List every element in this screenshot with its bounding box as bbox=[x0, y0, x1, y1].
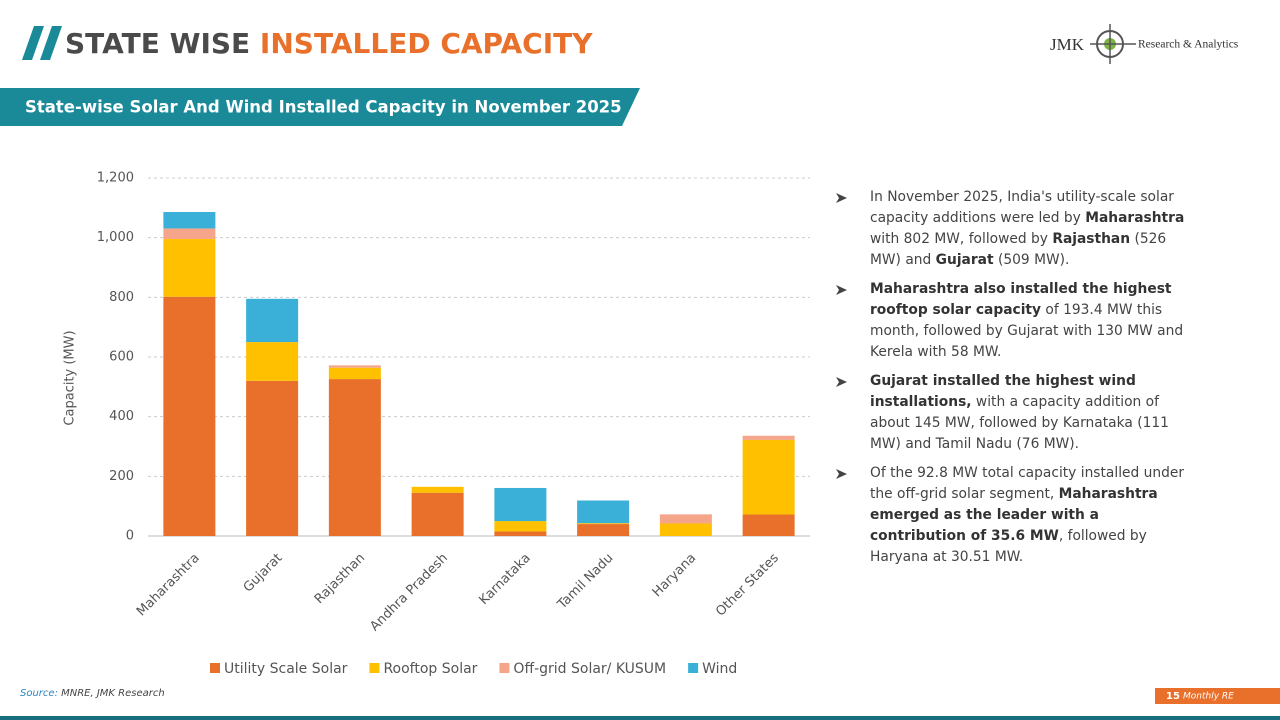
bar-segment bbox=[577, 500, 630, 524]
bullet-text: Gujarat bbox=[935, 252, 994, 268]
bullet-text: Maharashtra bbox=[1085, 210, 1185, 226]
y-tick-label: 1,200 bbox=[97, 171, 134, 186]
y-axis-label: Capacity (MW) bbox=[63, 330, 78, 425]
legend-swatch bbox=[369, 663, 380, 673]
bullet-arrow bbox=[836, 469, 847, 479]
legend-label: Off-grid Solar/ KUSUM bbox=[513, 661, 666, 677]
page-number: 15 bbox=[1166, 691, 1180, 702]
header-slash bbox=[40, 26, 62, 60]
bar-segment bbox=[577, 523, 630, 525]
x-tick-label: Karnataka bbox=[476, 551, 533, 608]
bullet-text: with a capacity addition of about 145 MW… bbox=[870, 394, 1169, 452]
bullet: Of the 92.8 MW total capacity installed … bbox=[836, 463, 1186, 568]
x-tick-label: Rajasthan bbox=[312, 551, 368, 607]
bullet-text: of 193.4 MW this month, followed by Guja… bbox=[870, 302, 1184, 360]
y-tick-label: 0 bbox=[126, 529, 134, 544]
bar-segment bbox=[328, 367, 381, 380]
bar-segment bbox=[742, 514, 795, 536]
bullet: Maharashtra also installed the highest r… bbox=[836, 279, 1186, 363]
bar-segment bbox=[659, 523, 712, 536]
source: Source: MNRE, JMK Research bbox=[20, 688, 165, 699]
bullet-arrow bbox=[836, 193, 847, 203]
logo-tagline: Research & Analytics bbox=[1138, 39, 1239, 51]
bullet: Gujarat installed the highest wind insta… bbox=[836, 371, 1186, 455]
bar-segment bbox=[163, 239, 216, 297]
page-tag bbox=[1155, 688, 1280, 704]
legend-swatch bbox=[499, 663, 510, 673]
bar-segment bbox=[411, 492, 464, 536]
bullet-list: In November 2025, India's utility-scale … bbox=[836, 187, 1186, 576]
logo-name: JMK bbox=[1050, 35, 1085, 54]
x-tick-label: Other States bbox=[713, 551, 782, 620]
bullet-arrow bbox=[836, 377, 847, 387]
bullet-text: with 802 MW, followed by bbox=[870, 231, 1053, 247]
y-tick-label: 400 bbox=[109, 409, 134, 424]
bar-segment bbox=[163, 296, 216, 536]
x-tick-label: Gujarat bbox=[241, 551, 286, 596]
bar-segment bbox=[328, 379, 381, 536]
bullet-text: Rajasthan bbox=[1052, 231, 1131, 247]
legend-label: Rooftop Solar bbox=[383, 661, 477, 677]
bullet-text: Of the 92.8 MW total capacity installed … bbox=[870, 465, 1185, 502]
footer-line bbox=[0, 716, 1280, 720]
bullet-text: (509 MW). bbox=[993, 252, 1070, 268]
y-tick-label: 200 bbox=[109, 469, 134, 484]
source-label: Source: bbox=[20, 688, 58, 699]
bar-segment bbox=[494, 521, 547, 532]
bullet-text: (526 MW) and bbox=[870, 231, 1167, 268]
y-tick-label: 600 bbox=[109, 350, 134, 365]
bullet-text: Maharashtra emerged as the leader with a… bbox=[870, 486, 1158, 544]
bar-segment bbox=[246, 298, 299, 343]
bar-segment bbox=[328, 365, 381, 368]
bar-segment bbox=[494, 531, 547, 536]
bullet-arrow bbox=[836, 285, 847, 295]
banner bbox=[0, 88, 640, 126]
y-tick-label: 1,000 bbox=[97, 230, 134, 245]
x-tick-label: Haryana bbox=[650, 551, 699, 600]
bullet-text: In November 2025, India's utility-scale … bbox=[870, 189, 1174, 226]
title-part: INSTALLED CAPACITY bbox=[260, 27, 593, 60]
bar-segment bbox=[742, 435, 795, 440]
bar-segment bbox=[411, 486, 464, 493]
banner-text: State-wise Solar And Wind Installed Capa… bbox=[25, 98, 622, 117]
y-tick-label: 800 bbox=[109, 290, 134, 305]
bar-segment bbox=[246, 380, 299, 536]
bar-segment bbox=[494, 487, 547, 522]
x-tick-label: Maharashtra bbox=[134, 551, 203, 620]
legend-label: Utility Scale Solar bbox=[224, 661, 348, 677]
bullet-text: , followed by Haryana at 30.51 MW. bbox=[870, 528, 1147, 565]
title-part: STATE WISE bbox=[65, 27, 250, 60]
bar-segment bbox=[246, 342, 299, 381]
bullet: In November 2025, India's utility-scale … bbox=[836, 187, 1186, 271]
bar-segment bbox=[742, 439, 795, 515]
bar-segment bbox=[163, 212, 216, 229]
legend-swatch bbox=[210, 663, 220, 673]
header-slash bbox=[22, 26, 44, 60]
publication: Monthly RE bbox=[1183, 692, 1234, 702]
bullet-text: Gujarat installed the highest wind insta… bbox=[870, 373, 1136, 410]
bar-segment bbox=[577, 524, 630, 536]
bar-segment bbox=[163, 228, 216, 240]
bullet-text: Maharashtra also installed the highest r… bbox=[870, 281, 1172, 318]
source-text: MNRE, JMK Research bbox=[61, 688, 165, 699]
x-tick-label: Tamil Nadu bbox=[554, 551, 616, 613]
legend-swatch bbox=[688, 663, 699, 673]
title: STATE WISE INSTALLED CAPACITY bbox=[65, 27, 593, 60]
x-tick-label: Andhra Pradesh bbox=[367, 551, 451, 635]
legend-label: Wind bbox=[702, 661, 737, 677]
bar-segment bbox=[659, 514, 712, 524]
